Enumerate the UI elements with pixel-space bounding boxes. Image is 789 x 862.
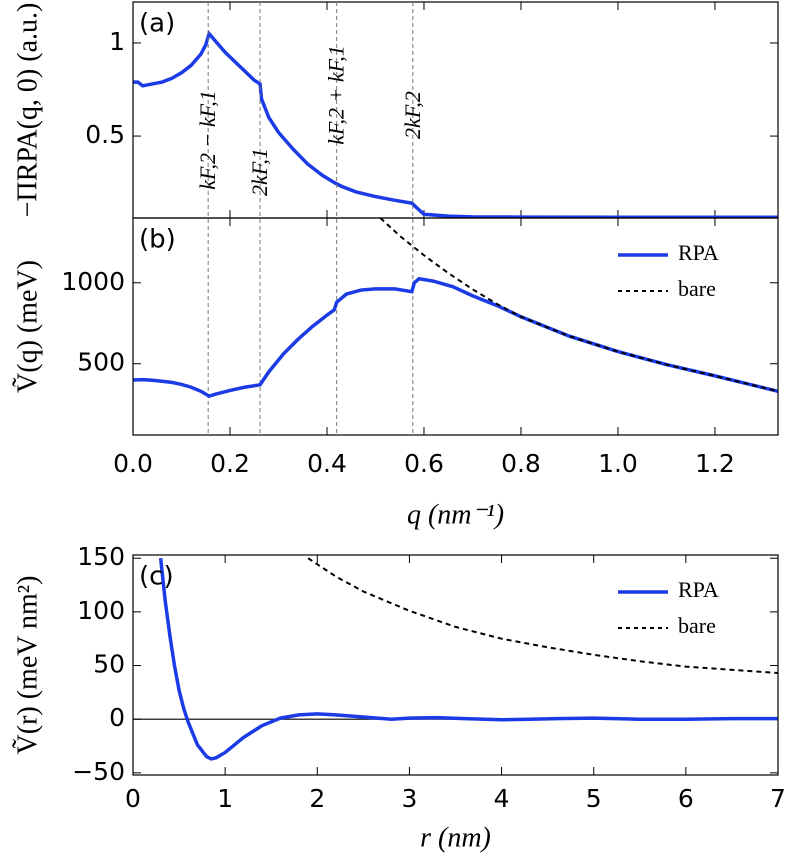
x-axis-label: r (nm) — [420, 822, 491, 853]
y-tick-label: 150 — [77, 542, 125, 571]
panel-label: (a) — [139, 9, 175, 39]
series-line — [158, 558, 778, 761]
x-tick-label: 1.0 — [598, 449, 638, 478]
frame — [132, 217, 779, 436]
y-tick-label: 1000 — [61, 267, 125, 296]
reference-label: 2kF,2 — [400, 91, 425, 139]
y-tick-label: 0 — [109, 703, 125, 732]
x-tick-label: 0.2 — [210, 449, 250, 478]
reference-label: kF,2 + kF,1 — [324, 45, 349, 145]
y-tick-label: 0.5 — [85, 120, 125, 149]
x-tick-label: 2 — [309, 784, 325, 813]
x-tick-label: 7 — [770, 784, 786, 813]
panel-label: (c) — [139, 562, 174, 592]
frame — [132, 1, 779, 219]
panel-label: (b) — [139, 225, 176, 255]
reference-label: 2kF,1 — [247, 148, 272, 196]
y-tick-label: 100 — [77, 596, 125, 625]
series-line — [133, 276, 778, 399]
x-tick-label: 0 — [125, 784, 141, 813]
y-axis-label: Ṽ(q) (meV) — [12, 260, 43, 393]
series-line — [307, 557, 778, 675]
series-line — [133, 30, 778, 218]
x-tick-label: 3 — [401, 784, 417, 813]
x-tick-label: 1 — [217, 784, 233, 813]
y-tick-label: 1 — [109, 27, 125, 56]
frame — [132, 554, 779, 776]
y-tick-label: 500 — [77, 348, 125, 377]
legend-label: bare — [678, 613, 716, 638]
x-tick-label: 0.4 — [307, 449, 347, 478]
x-tick-label: 6 — [678, 784, 694, 813]
reference-label: kF,2 − kF,1 — [195, 90, 220, 190]
x-tick-label: 0.8 — [501, 449, 541, 478]
x-tick-label: 0.6 — [404, 449, 444, 478]
y-tick-label: −50 — [72, 757, 125, 786]
x-tick-label: 5 — [586, 784, 602, 813]
y-axis-label: −ΠRPA(q, 0) (a.u.) — [12, 3, 43, 218]
legend-label: RPA — [678, 577, 719, 602]
y-tick-label: 50 — [93, 650, 125, 679]
y-axis-label: Ṽ(r) (meV nm²) — [12, 576, 43, 755]
legend-label: RPA — [678, 240, 719, 265]
x-tick-label: 1.2 — [695, 449, 735, 478]
x-tick-label: 4 — [494, 784, 510, 813]
series-line — [379, 218, 778, 393]
legend-label: bare — [678, 276, 716, 301]
x-tick-label: 0.0 — [113, 449, 153, 478]
x-axis-label: q (nm⁻¹) — [407, 499, 504, 530]
